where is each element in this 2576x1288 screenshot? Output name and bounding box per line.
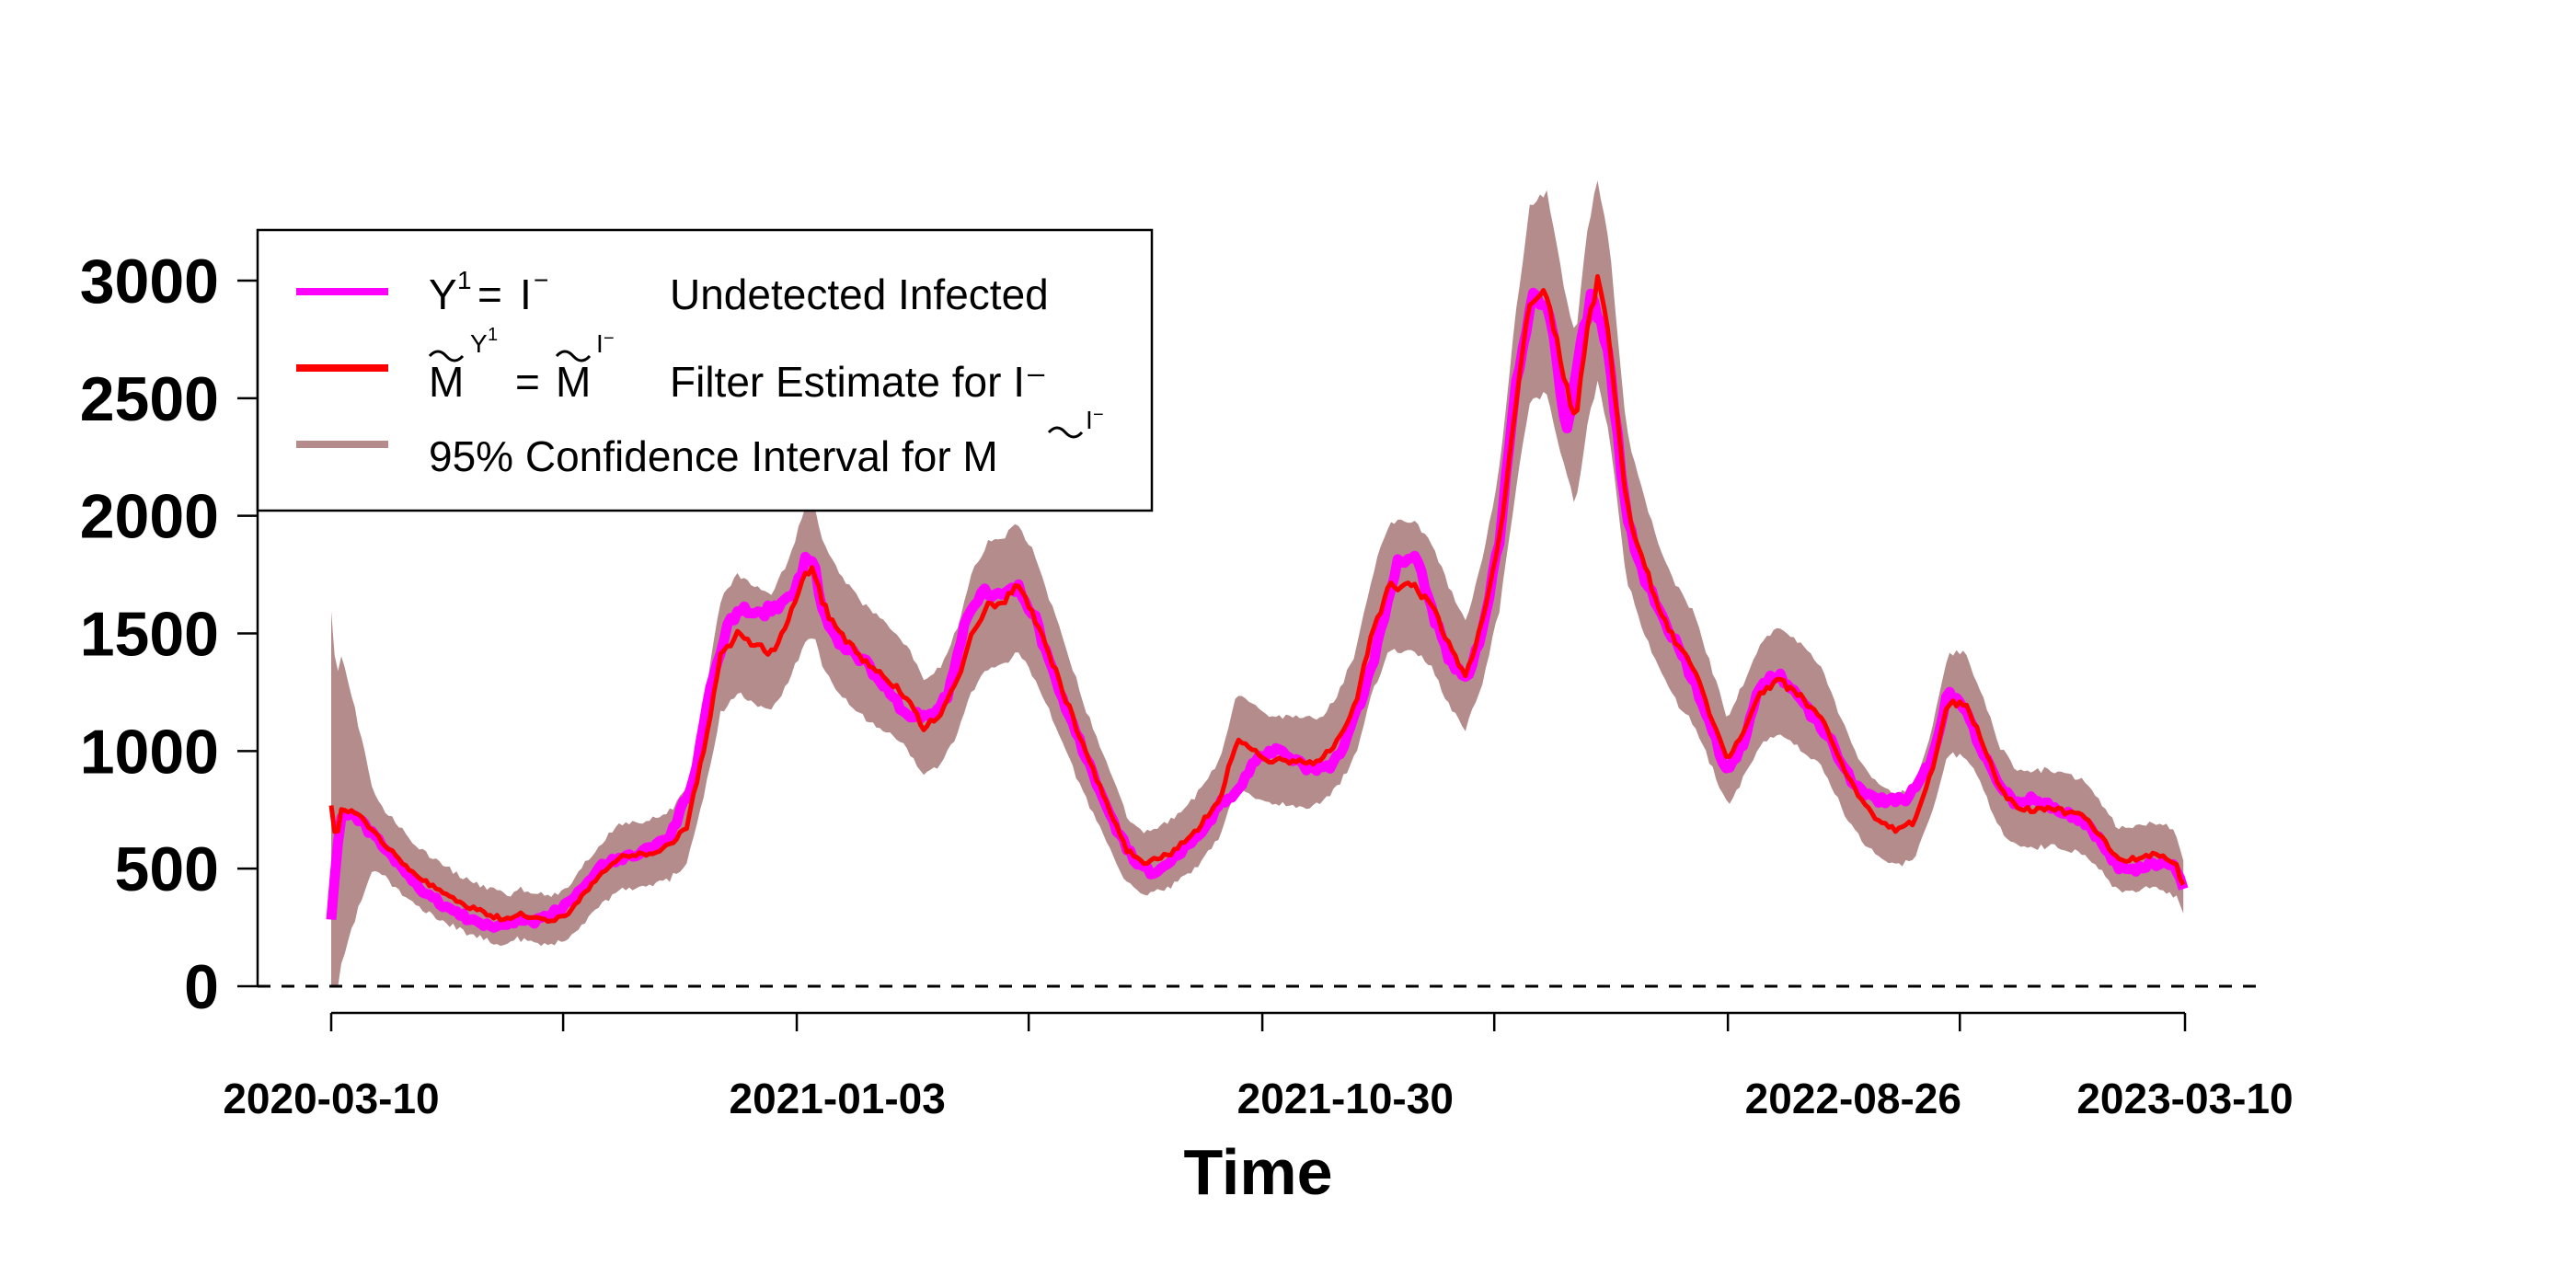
series-layer	[326, 274, 2189, 933]
svg-text:−: −	[604, 328, 615, 349]
legend: Y 1 = I − Undetected Infected M Y 1 = M …	[256, 228, 1154, 512]
svg-text:I: I	[520, 270, 532, 318]
series-line-filter-estimate	[328, 274, 2186, 925]
svg-text:=: =	[515, 358, 540, 406]
svg-text:Y: Y	[470, 329, 488, 358]
x-tick-label: 2020-03-10	[223, 1075, 439, 1122]
y-axis: 0 500 1000 1500 2000 2500 3000	[80, 247, 259, 1022]
x-axis: 2020-03-10 2021-01-03 2021-10-30 2022-08-26…	[223, 1011, 2294, 1122]
x-tick-label: 2021-01-03	[730, 1075, 946, 1122]
confidence-band-area	[331, 180, 2184, 986]
svg-text:Y: Y	[429, 270, 457, 318]
legend-math-y1-equals-i: Y 1 = I −	[429, 266, 548, 318]
y-tick-label: 500	[115, 834, 219, 904]
y-tick-label: 0	[184, 952, 219, 1022]
svg-text:=: =	[477, 270, 502, 318]
y-tick-label: 2000	[80, 482, 219, 552]
svg-text:−: −	[1093, 405, 1104, 425]
x-tick-label: 2022-08-26	[1745, 1075, 1961, 1122]
svg-text:−: −	[534, 266, 548, 294]
legend-math-confidence-tilde: I −	[1047, 405, 1104, 439]
svg-text:M: M	[556, 358, 591, 406]
svg-text:I: I	[596, 329, 604, 358]
confidence-band-layer	[331, 180, 2184, 986]
legend-box	[256, 228, 1154, 512]
legend-label-confidence-interval: 95% Confidence Interval for M	[429, 432, 998, 480]
x-tick-label: 2021-10-30	[1237, 1075, 1454, 1122]
svg-text:I: I	[1086, 406, 1093, 434]
svg-text:1: 1	[488, 325, 498, 345]
y-tick-label: 3000	[80, 247, 219, 316]
x-axis-label: Time	[1183, 1136, 1332, 1208]
legend-label-filter-estimate: Filter Estimate for I⁻	[670, 358, 1047, 406]
svg-text:M: M	[429, 358, 464, 406]
svg-text:1: 1	[457, 266, 472, 294]
x-tick-label: 2023-03-10	[2076, 1075, 2293, 1122]
y-tick-label: 1500	[80, 600, 219, 670]
y-tick-label: 1000	[80, 717, 219, 787]
legend-math-filter-estimate: M Y 1 = M I −	[428, 325, 615, 406]
legend-label-undetected-infected: Undetected Infected	[670, 270, 1049, 318]
y-tick-label: 2500	[80, 364, 219, 434]
